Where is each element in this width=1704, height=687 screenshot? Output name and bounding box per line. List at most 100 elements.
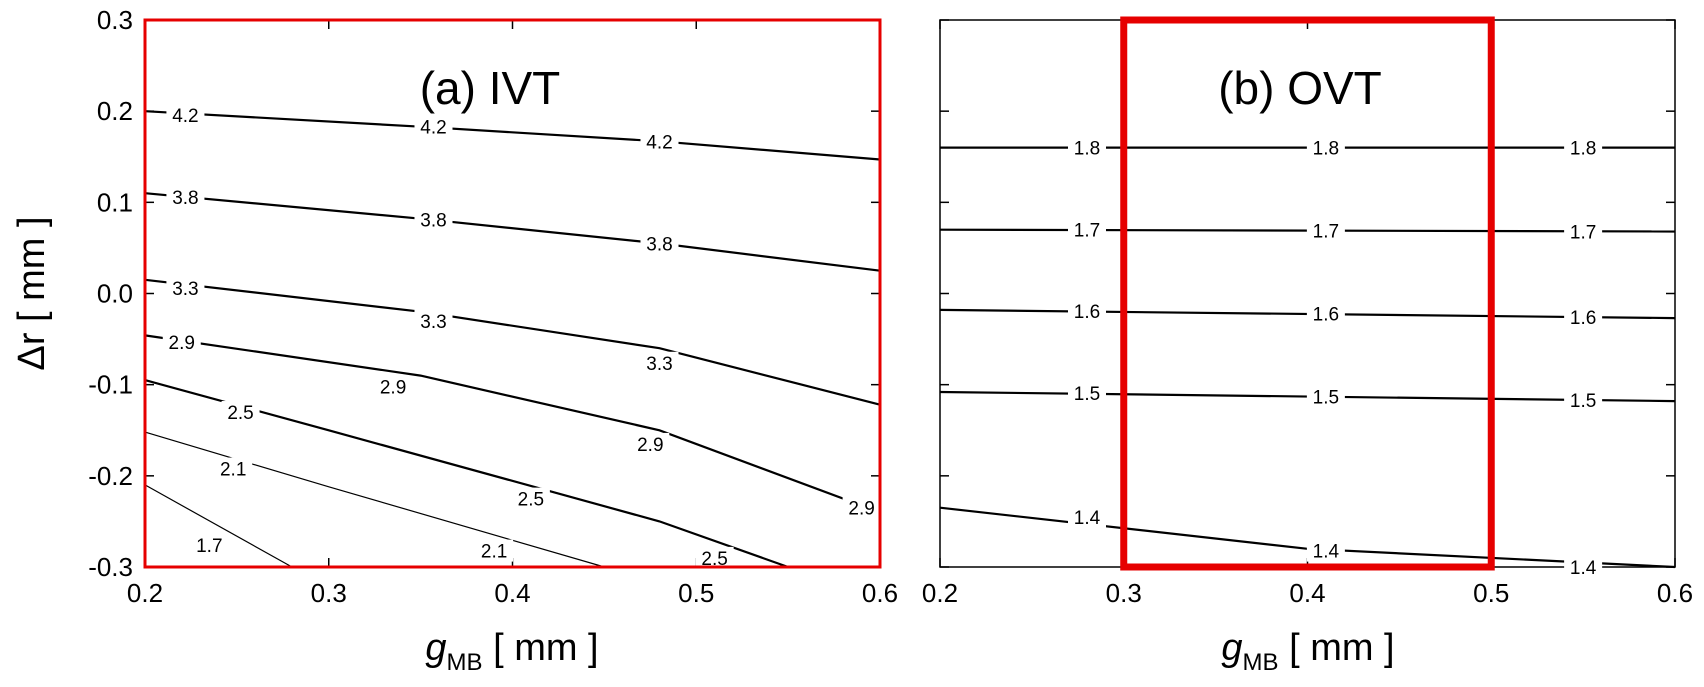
contour-label: 2.1 <box>481 542 507 563</box>
contour-label-bg <box>1068 381 1106 404</box>
contour-label: 3.3 <box>646 354 672 375</box>
contour-label-bg <box>1068 136 1106 159</box>
contour-label: 1.5 <box>1570 391 1596 412</box>
y-tick-label: 0.2 <box>97 96 133 126</box>
contour-label-bg <box>1068 505 1106 528</box>
contour-label-bg <box>640 130 679 153</box>
x-tick-label: 0.5 <box>678 578 714 608</box>
contour-label: 1.4 <box>1313 542 1340 563</box>
contour-label: 1.6 <box>1570 308 1596 329</box>
x-axis-label-a: gMB [ mm ] <box>425 627 598 676</box>
x-tick-label: 0.5 <box>1473 578 1509 608</box>
contour-label-bg <box>414 115 453 138</box>
x-axis-symbol: g <box>425 627 446 669</box>
contour-label: 1.8 <box>1074 139 1100 160</box>
contour-label: 2.5 <box>701 549 727 570</box>
contour-label: 4.2 <box>172 106 198 127</box>
contour-label: 1.7 <box>1074 221 1100 242</box>
highlight-region-b <box>1120 16 1495 571</box>
highlight-region-a <box>143 18 882 569</box>
contour-label: 1.5 <box>1074 384 1100 405</box>
x-tick-label: 0.6 <box>862 578 898 608</box>
contour-label: 1.8 <box>1570 139 1596 160</box>
x-tick-label: 0.4 <box>494 578 530 608</box>
x-tick-label: 0.3 <box>1106 578 1142 608</box>
x-tick-label: 0.2 <box>127 578 163 608</box>
contour-label-bg <box>221 401 260 424</box>
panel-title-bg <box>400 60 580 116</box>
x-tick-label: 0.3 <box>311 578 347 608</box>
contour-label-bg <box>1306 219 1345 242</box>
contour-label-bg <box>1306 136 1345 159</box>
contour-label: 1.7 <box>1570 223 1596 244</box>
contour-label-bg <box>1306 385 1345 408</box>
contour-label: 1.7 <box>196 536 222 557</box>
contour-label-bg <box>1564 306 1603 329</box>
contour-label-bg <box>190 534 229 557</box>
contour-label: 3.3 <box>420 312 446 333</box>
contour-label: 1.4 <box>1570 558 1597 579</box>
panel-a: 0.2 0.3 0.4 0.5 0.6 0.3 0.2 0.1 0.0 -0.1 -0.2 -0.3 4… <box>11 5 898 676</box>
contour-label: 1.7 <box>1313 222 1339 243</box>
y-tick-label: -0.3 <box>88 552 133 582</box>
contour-label: 2.9 <box>848 499 874 520</box>
panel-title-a: (a) IVT <box>420 62 561 114</box>
x-axis-unit: [ mm ] <box>1279 627 1395 669</box>
contour-line-1.7 <box>144 484 293 568</box>
contour-label-bg <box>695 546 734 569</box>
contour-label: 3.8 <box>646 234 672 255</box>
x-tick-label: 0.4 <box>1289 578 1325 608</box>
x-tick-label: 0.6 <box>1657 578 1693 608</box>
contour-label-bg <box>1564 556 1603 578</box>
x-axis-label-b: gMB [ mm ] <box>1221 627 1394 676</box>
contour-label-bg <box>1564 136 1603 159</box>
contour-label-bg <box>1306 302 1345 325</box>
panel-title-bg <box>1210 60 1390 116</box>
contour-label-bg <box>511 487 550 510</box>
contour-label: 2.5 <box>518 490 544 511</box>
contour-line-4.2 <box>144 110 881 161</box>
contour-label: 3.3 <box>172 279 198 300</box>
y-tick-label: 0.3 <box>97 5 133 35</box>
contour-label-bg <box>475 539 514 562</box>
contour-label: 1.6 <box>1313 305 1339 326</box>
contour-label: 2.9 <box>637 435 663 456</box>
x-axis-symbol: g <box>1221 627 1242 669</box>
contour-line-3.8 <box>144 192 881 272</box>
panel-title-b: (b) OVT <box>1218 62 1382 114</box>
contour-label: 1.5 <box>1313 388 1339 409</box>
contour-label-bg <box>166 103 205 126</box>
contour-label: 4.2 <box>646 132 672 153</box>
contour-label-bg <box>414 208 453 231</box>
contour-label-bg <box>1068 218 1106 241</box>
contour-label-bg <box>414 309 453 332</box>
contour-label-bg <box>631 432 670 455</box>
contour-label-bg <box>640 351 679 374</box>
y-tick-label: -0.1 <box>88 370 133 400</box>
contour-label-bg <box>1564 389 1603 412</box>
contour-label-bg <box>166 277 205 300</box>
contour-label: 2.9 <box>380 377 406 398</box>
contour-label: 2.1 <box>220 460 246 481</box>
x-axis-subscript: MB <box>447 649 483 676</box>
contour-label: 1.4 <box>1074 508 1101 529</box>
contour-label-bg <box>640 232 679 255</box>
y-tick-label: 0.1 <box>97 187 133 217</box>
contour-label-bg <box>1068 299 1106 322</box>
contour-label-bg <box>842 496 881 519</box>
contour-label-bg <box>1306 539 1345 562</box>
contour-line-3.3 <box>144 278 881 406</box>
contour-label: 2.5 <box>227 403 253 424</box>
y-axis-label: Δr [ mm ] <box>11 216 53 370</box>
contour-label-bg <box>166 185 205 208</box>
contour-label-bg <box>162 330 201 353</box>
x-tick-label: 0.2 <box>922 578 958 608</box>
contour-line-2.9 <box>144 334 881 514</box>
contour-label-bg <box>214 457 253 480</box>
y-tick-label: 0.0 <box>97 279 133 309</box>
panel-b: 0.2 0.3 0.4 0.5 0.6 1.8 1.8 1.8 1.7 1.7 1.7 1.6 1.6 1… <box>922 16 1693 676</box>
contour-label: 4.2 <box>420 118 446 139</box>
contour-label: 2.9 <box>169 333 195 354</box>
contour-label: 1.6 <box>1074 302 1100 323</box>
